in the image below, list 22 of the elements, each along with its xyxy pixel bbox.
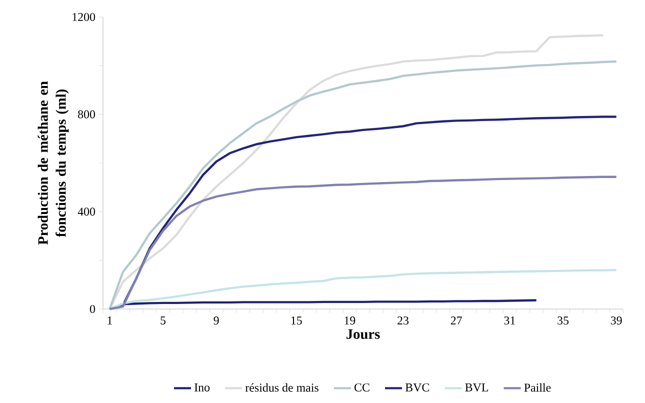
legend-label: résidus de mais <box>245 383 318 392</box>
legend-label: BVC <box>405 383 430 392</box>
x-tick-label: 19 <box>344 316 356 325</box>
legend-label: Ino <box>194 384 210 392</box>
x-tick-label: 35 <box>558 316 569 325</box>
x-tick-label: 15 <box>291 316 302 325</box>
x-axis-title: Jours <box>346 329 380 339</box>
y-tick-label: 800 <box>78 110 96 118</box>
y-axis-title: Production de méthane en fonctions du temps (ml) <box>38 81 69 245</box>
y-tick-label: 0 <box>90 304 96 314</box>
legend-label: BVL <box>465 384 488 392</box>
x-tick-label: 5 <box>160 316 166 324</box>
x-tick-label: 9 <box>214 316 219 325</box>
x-tick-label: 27 <box>450 316 462 324</box>
x-tick-label: 23 <box>398 316 409 325</box>
x-tick-label: 31 <box>504 316 515 325</box>
legend-label: CC <box>354 383 370 392</box>
x-tick-label: 1 <box>108 316 112 324</box>
legend-label: Paille <box>524 383 551 392</box>
x-tick-label: 39 <box>610 316 622 325</box>
y-tick-label: 1200 <box>72 12 96 22</box>
y-tick-label: 400 <box>78 208 96 216</box>
